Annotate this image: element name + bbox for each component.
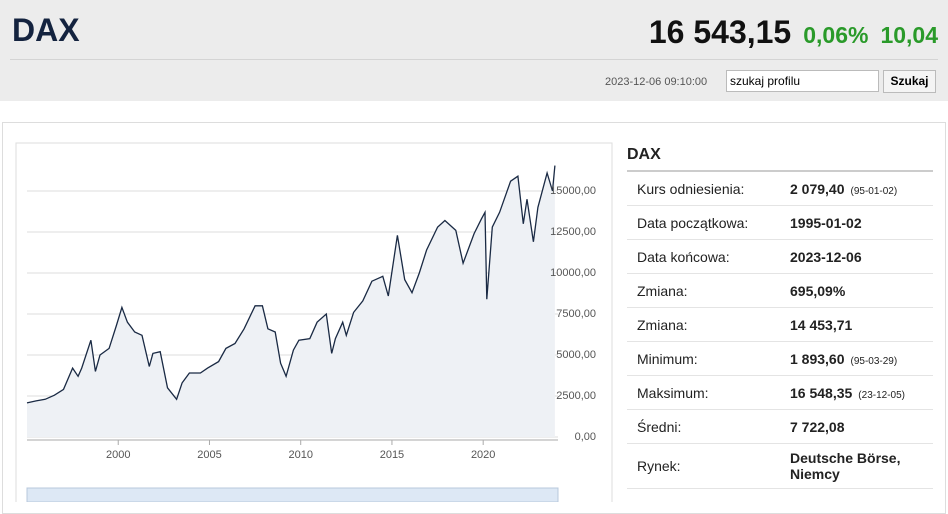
value-note: (95-01-02) — [850, 185, 898, 197]
change-pct: 0,06% — [803, 22, 869, 48]
search-input[interactable]: szukaj profilu — [726, 70, 879, 92]
value-text: 1 893,60 — [790, 350, 845, 367]
row-value: 1995-01-02 — [784, 205, 933, 240]
value-text: 2023-12-06 — [790, 248, 862, 265]
summary-row: Kurs odniesienia: 2 079,40 (95-01-02) — [627, 172, 933, 206]
y-tick-label: 2500,00 — [556, 390, 596, 402]
value-text: 1995-01-02 — [790, 214, 862, 231]
change: 10,04 — [880, 22, 938, 48]
x-tick-label: 2020 — [471, 449, 495, 461]
price-line — [26, 165, 556, 404]
row-value: 7 722,08 — [784, 409, 933, 444]
row-label: Minimum: — [627, 341, 784, 376]
value-text: 16 548,35 — [790, 384, 853, 401]
index-title: DAX — [12, 12, 80, 48]
x-tick-label: 2010 — [288, 449, 312, 461]
row-label: Maksimum: — [627, 375, 784, 410]
summary-title: DAX — [627, 146, 933, 172]
value-text: 2 079,40 — [790, 180, 845, 197]
x-tick-label: 2005 — [197, 449, 221, 461]
row-label: Zmiana: — [627, 307, 784, 342]
y-tick-label: 5000,00 — [556, 349, 596, 361]
search-button[interactable]: Szukaj — [883, 70, 936, 93]
summary-row: Zmiana: 14 453,71 — [627, 307, 933, 342]
summary-row: Minimum: 1 893,60 (95-03-29) — [627, 341, 933, 376]
y-tick-label: 12500,00 — [550, 226, 596, 238]
chart: 2000 2005 2010 2015 2020 0,00 2500,00 5000,00 75… — [15, 142, 613, 502]
y-tick-label: 7500,00 — [556, 308, 596, 320]
row-label: Data początkowa: — [627, 205, 784, 240]
summary-row: Rynek: Deutsche Börse, Niemcy — [627, 443, 933, 489]
quote: 16 543,15 0,06% 10,04 — [649, 14, 938, 51]
y-tick-label: 10000,00 — [550, 267, 596, 279]
x-tick-label: 2015 — [380, 449, 404, 461]
row-label: Średni: — [627, 409, 784, 444]
row-value: Deutsche Börse, Niemcy — [784, 443, 933, 489]
row-value: 2023-12-06 — [784, 239, 933, 274]
area — [27, 165, 555, 437]
row-label: Data końcowa: — [627, 239, 784, 274]
row-value: 14 453,71 — [784, 307, 933, 342]
value-text: 7 722,08 — [790, 418, 845, 435]
summary: DAX Kurs odniesienia: 2 079,40 (95-01-02) D… — [627, 146, 933, 489]
timestamp: 2023-12-06 09:10:00 — [605, 76, 708, 88]
row-label: Zmiana: — [627, 273, 784, 308]
summary-row: Średni: 7 722,08 — [627, 409, 933, 444]
price: 16 543,15 — [648, 14, 792, 50]
value-text: 14 453,71 — [790, 316, 853, 333]
x-tick-label: 2000 — [106, 449, 130, 461]
row-label: Kurs odniesienia: — [627, 172, 784, 206]
row-value: 2 079,40 (95-01-02) — [784, 172, 933, 206]
value-text: Deutsche Börse, Niemcy — [790, 450, 901, 482]
header: DAX 16 543,15 0,06% 10,04 2023-12-06 09:10… — [0, 0, 948, 101]
y-tick-label: 15000,00 — [550, 185, 596, 197]
y-tick-label: 0,00 — [575, 431, 596, 443]
summary-row: Data początkowa: 1995-01-02 — [627, 205, 933, 240]
value-text: 695,09% — [790, 282, 846, 299]
value-note: (23-12-05) — [858, 389, 905, 401]
summary-row: Zmiana: 695,09% — [627, 273, 933, 308]
row-value: 695,09% — [784, 273, 933, 308]
row-value: 1 893,60 (95-03-29) — [784, 341, 933, 376]
summary-row: Maksimum: 16 548,35 (23-12-05) — [627, 375, 933, 410]
value-note: (95-03-29) — [850, 355, 898, 367]
navigator[interactable] — [26, 487, 559, 502]
summary-table: Kurs odniesienia: 2 079,40 (95-01-02) Data … — [627, 172, 933, 489]
row-label: Rynek: — [627, 443, 784, 489]
separator — [10, 59, 938, 60]
row-value: 16 548,35 (23-12-05) — [784, 375, 933, 410]
summary-row: Data końcowa: 2023-12-06 — [627, 239, 933, 274]
